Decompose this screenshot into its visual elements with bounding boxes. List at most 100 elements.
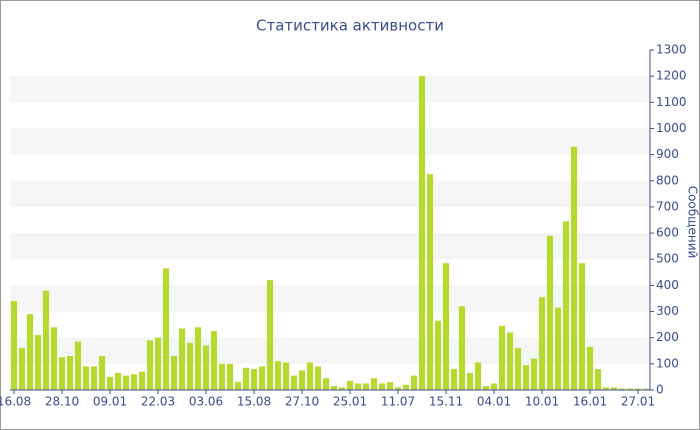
bar: [330, 386, 338, 390]
bar: [610, 387, 618, 390]
bar: [18, 348, 26, 390]
bar: [266, 280, 274, 390]
bar: [378, 383, 386, 390]
bar: [458, 306, 466, 390]
x-tick-label: 16.08: [0, 395, 31, 409]
bar: [50, 327, 58, 390]
bar: [562, 221, 570, 390]
bar: [74, 341, 82, 390]
bar: [226, 363, 234, 390]
bar: [634, 388, 642, 390]
bar: [586, 346, 594, 390]
bar: [482, 386, 490, 390]
y-tick-label: 400: [656, 278, 679, 292]
bar: [306, 362, 314, 390]
bar: [154, 337, 162, 390]
x-tick-label: 28.10: [45, 395, 79, 409]
bar: [42, 290, 50, 390]
bar: [618, 388, 626, 390]
bar: [570, 146, 578, 390]
bar: [554, 307, 562, 390]
x-tick-label: 11.07: [381, 395, 415, 409]
bar: [322, 378, 330, 390]
x-tick-label: 22.03: [141, 395, 175, 409]
bar: [186, 342, 194, 390]
bar: [26, 314, 34, 390]
bar: [474, 362, 482, 390]
bar: [314, 366, 322, 390]
bar: [410, 375, 418, 390]
bar: [242, 367, 250, 390]
x-tick-label: 27.01: [621, 395, 655, 409]
bar: [146, 340, 154, 390]
bar: [466, 373, 474, 390]
bar: [170, 356, 178, 390]
bar: [426, 174, 434, 390]
y-tick-label: 200: [656, 330, 679, 344]
x-tick-label: 15.11: [429, 395, 463, 409]
bar: [90, 366, 98, 390]
grid-band: [10, 337, 650, 364]
x-tick-label: 04.01: [477, 395, 511, 409]
bar: [490, 383, 498, 390]
bar: [122, 375, 130, 390]
bar: [250, 369, 258, 390]
bar: [98, 356, 106, 390]
bar: [434, 320, 442, 390]
x-tick-label: 09.01: [93, 395, 127, 409]
y-tick-label: 1200: [656, 69, 687, 83]
bar: [10, 301, 18, 390]
bar: [162, 268, 170, 390]
y-tick-label: 1300: [656, 43, 687, 57]
grid-band: [10, 180, 650, 207]
bar: [258, 366, 266, 390]
bar: [370, 378, 378, 390]
bar: [538, 297, 546, 390]
y-tick-label: 1100: [656, 95, 687, 109]
y-tick-label: 1000: [656, 121, 687, 135]
bar: [178, 328, 186, 390]
bar: [442, 263, 450, 390]
bar: [298, 370, 306, 390]
x-tick-label: 16.01: [573, 395, 607, 409]
y-tick-label: 800: [656, 173, 679, 187]
bar: [450, 369, 458, 390]
y-tick-label: 600: [656, 226, 679, 240]
bar: [194, 327, 202, 390]
bar: [210, 331, 218, 390]
grid-band: [10, 285, 650, 312]
bar: [522, 365, 530, 390]
bar: [354, 383, 362, 390]
x-tick-label: 03.06: [189, 395, 223, 409]
y-axis-label: Сообщений: [686, 186, 700, 259]
bar: [346, 380, 354, 390]
x-tick-label: 27.10: [285, 395, 319, 409]
bar: [138, 371, 146, 390]
y-tick-label: 500: [656, 252, 679, 266]
bar: [274, 361, 282, 390]
x-tick-label: 25.01: [333, 395, 367, 409]
bar: [106, 376, 114, 390]
bar: [546, 235, 554, 390]
bar: [362, 383, 370, 390]
y-tick-label: 100: [656, 356, 679, 370]
y-tick-label: 300: [656, 304, 679, 318]
bar: [130, 374, 138, 390]
bar: [290, 375, 298, 390]
bar: [514, 348, 522, 390]
bar: [82, 366, 90, 390]
grid-band: [10, 233, 650, 260]
y-tick-label: 700: [656, 199, 679, 213]
bar: [394, 387, 402, 390]
bar: [594, 369, 602, 390]
bar: [506, 332, 514, 390]
bar: [282, 362, 290, 390]
bar: [578, 263, 586, 390]
bar: [34, 335, 42, 390]
bar: [66, 356, 74, 390]
bar: [530, 358, 538, 390]
bar: [218, 363, 226, 390]
bar: [402, 384, 410, 390]
